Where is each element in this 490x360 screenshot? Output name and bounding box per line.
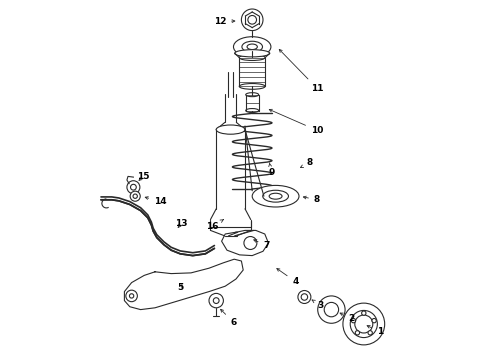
Ellipse shape [263,190,289,202]
Text: 1: 1 [367,325,383,336]
Circle shape [242,9,263,31]
Text: 16: 16 [206,220,223,231]
Text: 7: 7 [254,240,270,250]
Circle shape [133,194,137,198]
Text: 15: 15 [137,172,150,181]
Text: 11: 11 [279,49,323,93]
Ellipse shape [252,185,299,207]
Ellipse shape [245,109,259,112]
Circle shape [351,319,356,323]
Ellipse shape [235,50,270,57]
Circle shape [127,181,140,194]
Text: 6: 6 [220,309,237,327]
Circle shape [343,303,385,345]
Circle shape [130,184,136,190]
Circle shape [209,293,223,308]
Circle shape [248,15,257,24]
Circle shape [301,294,308,300]
Text: 9: 9 [268,163,274,177]
Text: 5: 5 [177,284,183,292]
Ellipse shape [216,125,245,134]
Ellipse shape [245,93,259,97]
Circle shape [130,191,140,201]
Circle shape [126,290,137,302]
Ellipse shape [247,44,257,50]
Circle shape [362,311,366,315]
Ellipse shape [239,84,265,89]
Circle shape [129,294,134,298]
Ellipse shape [242,41,263,52]
Text: 8: 8 [303,195,320,204]
Text: 14: 14 [145,197,167,206]
Ellipse shape [239,55,265,60]
Circle shape [368,330,372,335]
Text: 8: 8 [300,158,313,167]
Circle shape [318,296,345,323]
Ellipse shape [269,193,282,199]
Circle shape [355,315,373,333]
Circle shape [355,330,360,335]
Text: 4: 4 [277,269,298,286]
Circle shape [213,298,219,303]
Circle shape [372,319,376,323]
Circle shape [324,302,339,317]
Ellipse shape [233,37,271,57]
Circle shape [298,291,311,303]
Circle shape [244,237,257,249]
Text: 12: 12 [214,17,235,26]
Circle shape [350,310,377,338]
Text: 3: 3 [312,300,324,310]
Text: 2: 2 [340,313,354,323]
Text: 10: 10 [270,109,323,135]
Text: 13: 13 [174,219,187,228]
